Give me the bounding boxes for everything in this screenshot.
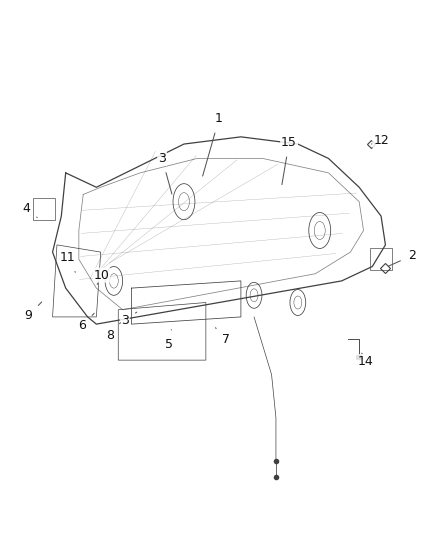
- Text: 3: 3: [158, 152, 172, 194]
- Text: 7: 7: [215, 328, 230, 346]
- Text: 11: 11: [60, 252, 76, 272]
- Text: 9: 9: [25, 302, 42, 322]
- Text: 15: 15: [281, 136, 297, 184]
- Text: 3: 3: [121, 312, 137, 327]
- Text: 12: 12: [371, 134, 389, 147]
- Text: 2: 2: [389, 249, 416, 266]
- Text: 8: 8: [106, 322, 120, 342]
- Text: 4: 4: [22, 203, 37, 217]
- Text: 6: 6: [78, 313, 94, 332]
- Text: 10: 10: [94, 269, 110, 284]
- Text: 5: 5: [165, 329, 173, 351]
- Text: 1: 1: [203, 112, 223, 176]
- Text: 14: 14: [358, 353, 374, 368]
